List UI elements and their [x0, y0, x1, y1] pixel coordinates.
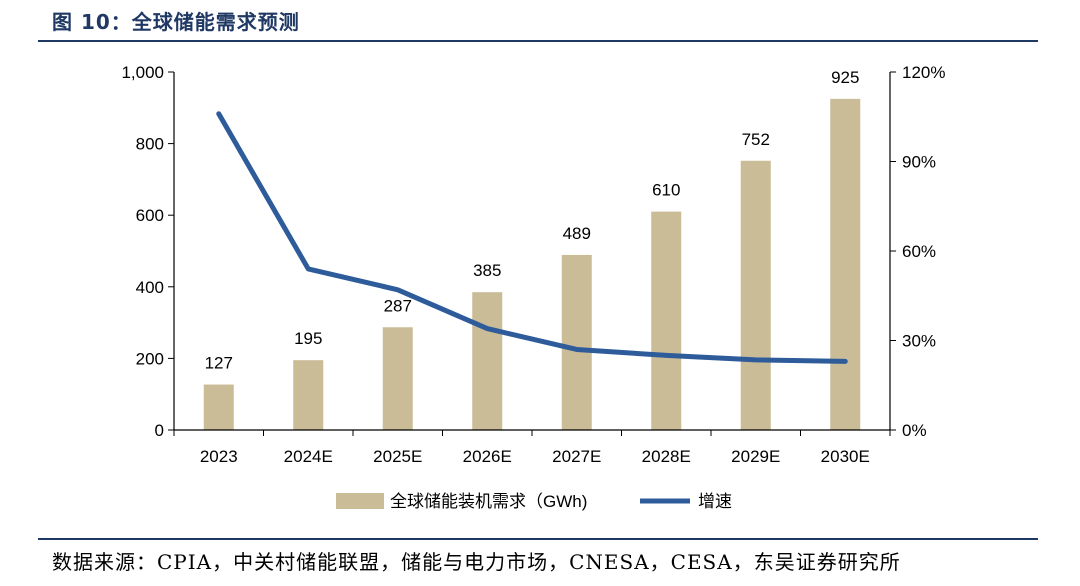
y-left-tick-label: 400 — [136, 278, 164, 297]
bar-2027E — [561, 254, 592, 430]
growth-rate-line — [216, 111, 848, 364]
y-left-tick-label: 0 — [155, 421, 164, 440]
y-left-tick-label: 1,000 — [121, 63, 164, 82]
y-right-tick-label: 90% — [902, 153, 936, 172]
bars-layer — [203, 98, 861, 430]
x-tick-label: 2029E — [731, 447, 780, 466]
y-left-tick-label: 200 — [136, 349, 164, 368]
bar-labels-layer: 127 195 287 385 489 610 752 925 — [205, 68, 860, 373]
top-rule — [38, 40, 1038, 42]
legend-label-line: 增速 — [698, 492, 732, 511]
axes-layer: 0 200 400 600 800 1,000 0% 30% 60% 90% 120% 2023 202… — [121, 63, 945, 466]
source-note: 数据来源：CPIA，中关村储能联盟，储能与电力市场，CNESA，CESA，东吴证… — [52, 550, 901, 574]
legend-swatch-bar — [336, 493, 384, 509]
x-tick-label: 2024E — [284, 447, 333, 466]
y-left-tick-label: 600 — [136, 206, 164, 225]
x-tick-label: 2030E — [821, 447, 870, 466]
bar-2023 — [203, 384, 234, 430]
bottom-rule — [38, 538, 1038, 540]
bar-2029E — [740, 160, 771, 430]
y-right-tick-label: 60% — [902, 242, 936, 261]
x-tick-label: 2026E — [463, 447, 512, 466]
y-left-tick-label: 800 — [136, 135, 164, 154]
bar-value-label-2026E: 385 — [473, 261, 501, 280]
bar-value-label-2028E: 610 — [652, 181, 680, 200]
y-right-tick-label: 30% — [902, 332, 936, 351]
x-tick-label: 2028E — [642, 447, 691, 466]
legend: 全球储能装机需求（GWh) 增速 — [336, 492, 732, 511]
bar-2025E — [382, 327, 413, 430]
bar-value-label-2023: 127 — [205, 354, 233, 373]
bar-2028E — [651, 211, 682, 430]
bar-2024E — [293, 360, 324, 430]
x-tick-label: 2027E — [552, 447, 601, 466]
bar-2030E — [830, 98, 861, 430]
bar-value-label-2029E: 752 — [742, 130, 770, 149]
y-right-tick-label: 120% — [902, 63, 945, 82]
x-tick-label: 2025E — [373, 447, 422, 466]
bar-value-label-2025E: 287 — [384, 296, 412, 315]
x-tick-label: 2023 — [200, 447, 238, 466]
bar-value-label-2030E: 925 — [831, 68, 859, 87]
bar-value-label-2024E: 195 — [294, 329, 322, 348]
y-right-tick-label: 0% — [902, 421, 927, 440]
legend-label-bar: 全球储能装机需求（GWh) — [390, 492, 587, 511]
figure-title: 图 10：全球储能需求预测 — [52, 10, 300, 34]
bar-value-label-2027E: 489 — [563, 224, 591, 243]
line-layer — [216, 111, 848, 364]
bar-2026E — [472, 292, 503, 430]
